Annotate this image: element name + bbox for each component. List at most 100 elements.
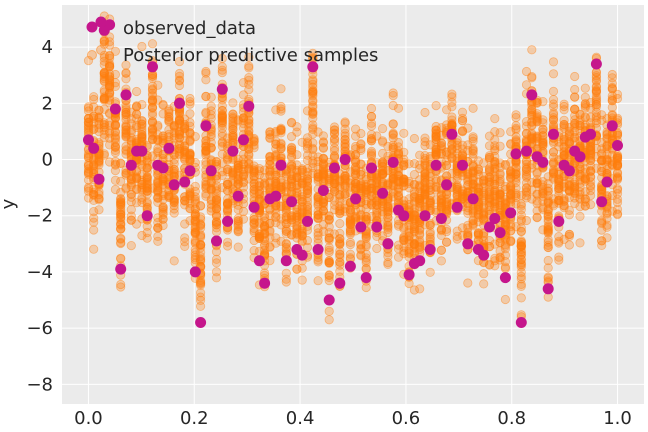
posterior-sample-point [142, 163, 152, 173]
y-tick-label: −2 [26, 206, 53, 227]
posterior-sample-point [511, 121, 521, 131]
observed-data-point [312, 244, 324, 255]
posterior-sample-point [89, 161, 99, 171]
posterior-sample-point [116, 218, 126, 228]
posterior-sample-point [169, 194, 179, 204]
observed-data-point [189, 266, 201, 278]
posterior-sample-point [105, 80, 115, 91]
posterior-sample-point [137, 116, 147, 126]
posterior-sample-point [196, 292, 206, 302]
posterior-sample-point [196, 252, 206, 262]
posterior-sample-point [89, 118, 99, 128]
posterior-sample-point [153, 120, 163, 130]
posterior-sample-point [89, 102, 99, 112]
legend-marker-samples-2 [96, 45, 106, 55]
posterior-sample-point [105, 78, 115, 89]
posterior-sample-point [121, 145, 131, 155]
posterior-sample-point [511, 113, 521, 123]
posterior-sample-point [158, 179, 168, 189]
y-tick-labels: −8 −6 −4 −2 0 2 4 [26, 37, 53, 395]
posterior-sample-point [83, 166, 94, 176]
posterior-sample-point [153, 135, 163, 145]
posterior-sample-point [89, 164, 99, 174]
posterior-sample-point [158, 202, 168, 212]
posterior-sample-point [116, 253, 126, 263]
observed-data-point [157, 162, 169, 174]
posterior-sample-point [559, 99, 569, 109]
observed-data-point [350, 193, 362, 205]
posterior-sample-point [169, 256, 179, 266]
posterior-sample-point [99, 68, 109, 78]
posterior-sample-point [153, 236, 163, 246]
posterior-sample-point [126, 107, 136, 117]
observed-data-point [360, 272, 372, 284]
posterior-sample-point [121, 149, 131, 159]
posterior-sample-point [340, 128, 350, 138]
posterior-sample-point [83, 169, 94, 179]
posterior-sample-point [137, 41, 147, 52]
posterior-sample-point [158, 109, 168, 119]
posterior-sample-point [548, 57, 559, 67]
posterior-sample-point [591, 67, 602, 78]
x-tick-label: 0.8 [497, 408, 526, 429]
posterior-sample-point [126, 137, 136, 147]
observed-data-point [430, 159, 442, 171]
posterior-sample-point [137, 130, 147, 140]
posterior-sample-point [89, 154, 99, 164]
observed-data-point [403, 269, 415, 281]
posterior-sample-point [147, 124, 158, 134]
posterior-sample-point [612, 184, 623, 194]
posterior-sample-point [158, 174, 168, 184]
posterior-sample-point [142, 174, 152, 184]
posterior-sample-point [383, 213, 393, 223]
posterior-sample-point [110, 142, 121, 152]
observed-data-point [179, 176, 191, 188]
posterior-sample-point [147, 103, 158, 113]
posterior-sample-point [201, 68, 211, 78]
posterior-sample-point [116, 209, 126, 219]
posterior-sample-point [164, 191, 174, 201]
posterior-sample-point [153, 130, 163, 140]
posterior-sample-point [164, 115, 174, 125]
posterior-sample-point [126, 180, 136, 190]
posterior-sample-point [132, 173, 142, 183]
posterior-sample-point [147, 108, 158, 118]
posterior-sample-point [169, 198, 179, 208]
posterior-sample-point [169, 200, 179, 211]
posterior-sample-point [153, 186, 163, 196]
observed-data-point [548, 128, 559, 140]
posterior-sample-point [538, 131, 548, 141]
observed-data-point [478, 249, 490, 261]
posterior-sample-point [99, 39, 109, 49]
posterior-sample-point [137, 180, 147, 190]
posterior-sample-point [500, 244, 510, 254]
posterior-sample-point [441, 237, 452, 247]
posterior-sample-point [137, 124, 147, 134]
posterior-sample-point [527, 45, 537, 55]
posterior-sample-point [83, 125, 94, 135]
posterior-sample-point [121, 125, 131, 135]
observed-data-point [270, 190, 282, 202]
posterior-sample-point [324, 315, 334, 325]
posterior-sample-point [142, 186, 152, 196]
posterior-sample-point [169, 165, 179, 175]
y-axis-label: y [0, 198, 19, 209]
posterior-sample-point [302, 193, 313, 203]
posterior-sample-point [211, 258, 222, 268]
posterior-sample-point [94, 153, 104, 163]
posterior-sample-point [308, 120, 318, 130]
posterior-sample-point [142, 163, 152, 173]
posterior-sample-point [158, 99, 168, 110]
posterior-sample-point [281, 277, 291, 287]
posterior-sample-point [147, 102, 158, 112]
observed-data-point [216, 83, 228, 95]
posterior-sample-point [99, 122, 109, 133]
posterior-sample-point [153, 146, 163, 156]
posterior-sample-point [94, 195, 104, 205]
observed-data-point [553, 215, 565, 227]
observed-data-point [109, 103, 121, 115]
posterior-sample-point [83, 103, 94, 113]
posterior-sample-point [612, 204, 623, 214]
posterior-sample-point [89, 189, 99, 199]
posterior-sample-point [164, 125, 174, 135]
